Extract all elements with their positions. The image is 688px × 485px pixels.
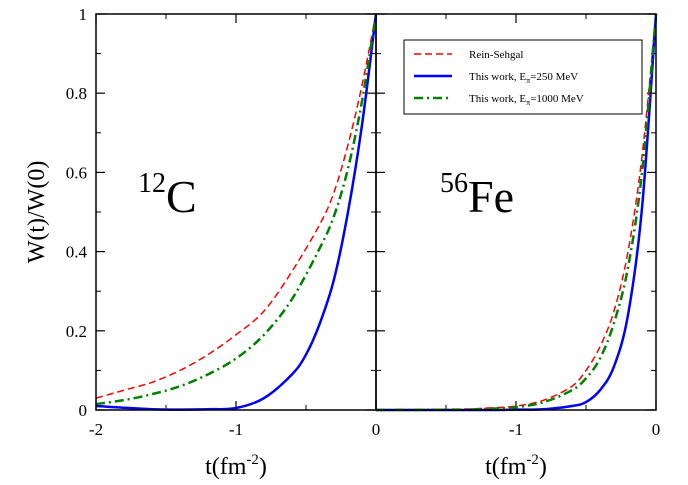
left-y-tick-label: 0.4: [66, 243, 88, 262]
left-x-tick-label: -2: [89, 420, 103, 439]
legend: Rein-Sehgal This work, Eπ=250 MeV This w…: [403, 39, 643, 115]
left-x-tick-label: -1: [229, 420, 243, 439]
right-x-tick-label: 0: [652, 420, 661, 439]
left-x-axis-title-close: ): [259, 454, 267, 480]
left-series-w250: [95, 13, 378, 411]
left-series-rs: [95, 13, 377, 399]
carbon-symbol: C: [166, 171, 197, 222]
right-x-axis-title-base: t(fm: [485, 454, 527, 480]
right-x-axis-title: t(fm-2): [485, 452, 547, 480]
left-x-axis-title-exp: -2: [246, 452, 259, 468]
left-y-tick-label: 0.2: [66, 322, 87, 341]
left-y-tick-label: 1: [79, 5, 88, 24]
right-x-axis-title-exp: -2: [526, 452, 539, 468]
iron-symbol: Fe: [468, 171, 514, 222]
y-axis-title: W(t)/W(0): [24, 161, 50, 264]
left-series-w1000: [95, 13, 378, 406]
legend-label-250mev-sub: π: [526, 76, 530, 85]
legend-label-250mev: This work, Eπ=250 MeV: [469, 71, 578, 85]
legend-label-1000mev-main: This work, E: [469, 93, 526, 105]
ticks-layer: -2 -1 0 0 0.2 0.4 0.6 0.8 1 -1 0: [66, 5, 661, 439]
left-y-tick-label: 0: [79, 401, 88, 420]
legend-label-250mev-rest: =250 MeV: [530, 71, 578, 83]
left-x-axis-title: t(fm-2): [205, 452, 267, 480]
legend-label-1000mev-rest: =1000 MeV: [530, 93, 584, 105]
right-x-axis-title-close: ): [539, 454, 547, 480]
right-x-tick-label: -1: [509, 420, 523, 439]
right-panel-frame: [375, 13, 657, 411]
left-x-tick-label: 0: [372, 420, 381, 439]
iron-mass-number: 56: [440, 168, 468, 199]
left-y-tick-label: 0.8: [66, 84, 87, 103]
legend-label-rein-sehgal: Rein-Sehgal: [469, 49, 523, 61]
left-panel-frame: [95, 13, 377, 411]
left-x-axis-title-base: t(fm: [205, 454, 247, 480]
iron-annotation: 56Fe: [440, 168, 514, 222]
carbon-mass-number: 12: [138, 168, 166, 199]
left-y-tick-label: 0.6: [66, 163, 87, 182]
legend-label-250mev-main: This work, E: [469, 71, 526, 83]
legend-label-1000mev: This work, Eπ=1000 MeV: [469, 93, 584, 107]
right-series-w1000: [375, 13, 658, 412]
carbon-annotation: 12C: [138, 168, 197, 222]
legend-label-1000mev-sub: π: [526, 98, 530, 107]
